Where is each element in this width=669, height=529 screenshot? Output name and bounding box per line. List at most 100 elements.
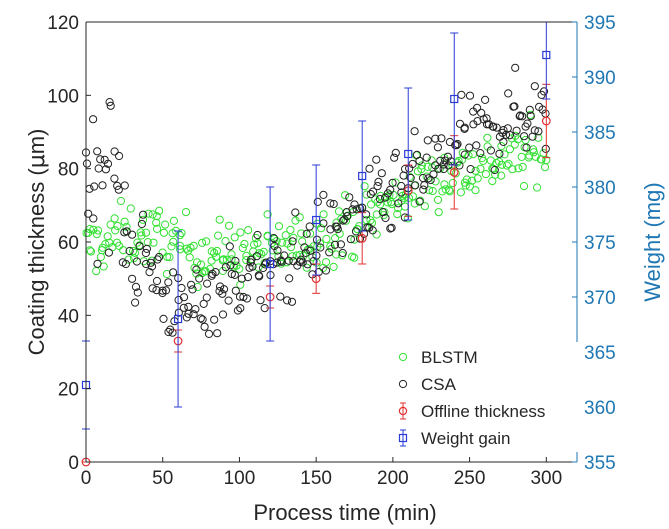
x-tick-label: 250 <box>454 468 486 489</box>
data-point <box>521 135 530 145</box>
data-point <box>502 161 511 170</box>
data-point <box>155 206 164 215</box>
legend-label-csa: CSA <box>421 375 457 394</box>
legend-symbol-offline <box>398 402 408 420</box>
data-point <box>372 155 381 164</box>
data-point <box>503 124 512 133</box>
data-point <box>152 218 161 227</box>
data-point <box>466 165 475 174</box>
data-point <box>221 263 230 272</box>
data-point <box>158 286 167 295</box>
data-point <box>179 293 189 302</box>
data-point <box>499 126 508 135</box>
data-point <box>101 165 111 174</box>
data-point <box>291 208 300 217</box>
data-point <box>169 216 178 225</box>
data-point <box>215 215 224 224</box>
data-point <box>372 230 381 239</box>
data-point <box>366 190 375 199</box>
data-point <box>237 274 246 283</box>
data-point <box>144 209 153 218</box>
data-point <box>338 248 347 258</box>
data-point <box>530 82 539 91</box>
data-point <box>281 231 290 240</box>
data-point <box>420 202 429 211</box>
data-point <box>125 246 134 256</box>
data-point <box>207 247 216 256</box>
y2-tick-label: 385 <box>584 123 616 144</box>
data-point <box>187 280 196 289</box>
data-point <box>122 222 131 231</box>
data-point <box>473 103 482 113</box>
data-point <box>274 222 284 231</box>
data-point <box>93 259 102 268</box>
data-point <box>530 126 539 135</box>
data-point <box>163 252 172 261</box>
data-point <box>473 117 482 126</box>
data-point <box>313 197 322 206</box>
data-point <box>192 269 201 278</box>
data-point <box>448 178 457 188</box>
data-point <box>298 258 307 267</box>
data-point <box>452 141 461 150</box>
data-point <box>286 225 295 234</box>
data-point <box>153 224 162 233</box>
data-point <box>350 200 359 209</box>
data-point <box>381 193 390 202</box>
y2-tick-label: 395 <box>584 13 616 34</box>
data-point <box>419 185 428 194</box>
data-point <box>104 248 114 257</box>
data-point <box>189 310 198 319</box>
data-point <box>330 240 340 249</box>
data-point <box>120 181 129 190</box>
data-point <box>343 212 352 221</box>
data-point <box>132 257 141 266</box>
data-point <box>321 266 331 275</box>
data-point <box>113 221 122 231</box>
data-point <box>505 131 514 140</box>
data-point <box>400 202 410 211</box>
data-point <box>142 244 151 253</box>
x-tick-label: 200 <box>377 468 409 489</box>
data-point <box>115 151 124 161</box>
data-point <box>122 227 131 236</box>
data-point <box>341 216 351 225</box>
data-point <box>86 247 96 256</box>
data-point <box>141 228 151 237</box>
data-point <box>423 136 432 145</box>
data-point <box>476 149 485 158</box>
data-point <box>236 280 245 289</box>
data-point <box>312 215 321 225</box>
data-point <box>207 256 216 265</box>
data-point <box>218 289 227 298</box>
data-point <box>317 224 326 233</box>
data-point <box>512 126 521 135</box>
data-point <box>189 241 198 250</box>
data-point <box>449 167 459 177</box>
data-point <box>526 112 535 121</box>
data-point <box>345 193 354 202</box>
data-point <box>174 308 183 317</box>
data-point <box>200 322 209 331</box>
data-point <box>105 98 114 107</box>
data-point <box>283 296 292 305</box>
data-point <box>253 230 262 240</box>
data-point <box>302 229 311 238</box>
data-point <box>362 190 371 199</box>
data-point <box>434 164 443 173</box>
data-point <box>322 234 331 244</box>
data-point <box>391 148 400 157</box>
data-point <box>110 147 119 156</box>
data-point <box>169 237 178 246</box>
data-point <box>387 223 396 232</box>
legend-box <box>382 342 582 452</box>
data-point <box>504 159 513 168</box>
data-point <box>295 213 304 222</box>
data-point <box>404 149 413 159</box>
data-point <box>476 164 485 173</box>
data-point <box>541 144 550 153</box>
data-point <box>137 219 146 229</box>
legend-label-blstm: BLSTM <box>421 348 478 367</box>
data-point <box>488 122 497 131</box>
